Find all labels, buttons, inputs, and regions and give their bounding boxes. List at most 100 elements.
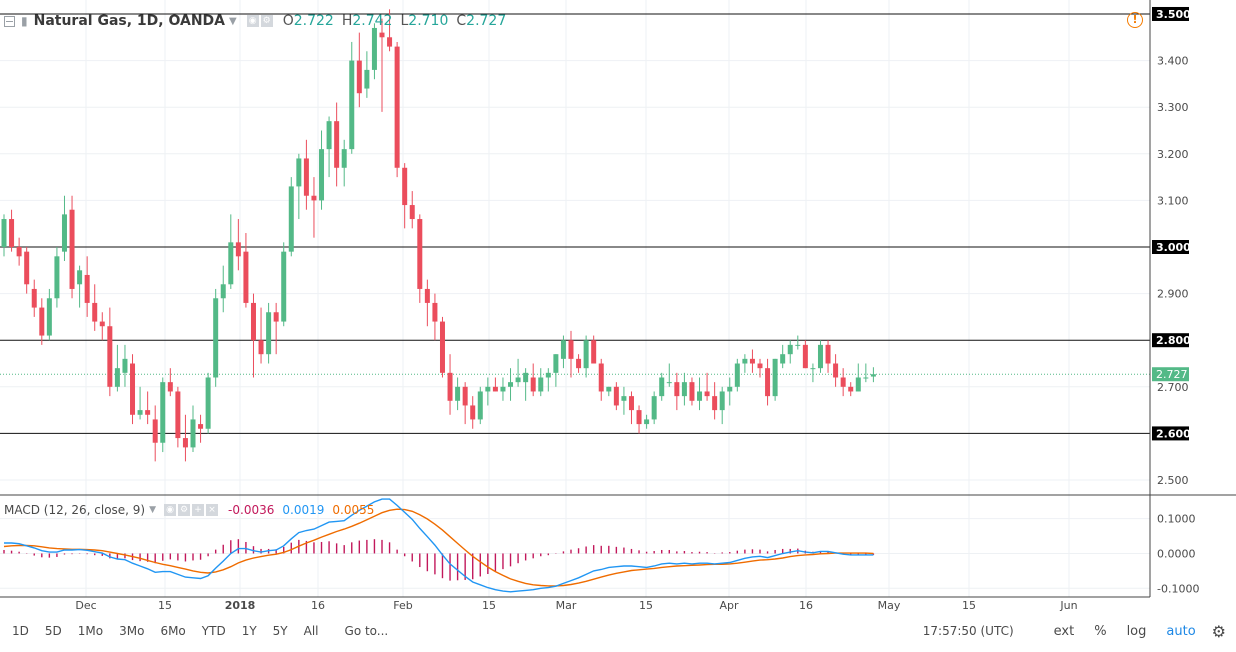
collapse-icon[interactable]	[4, 15, 15, 27]
candle-body	[523, 372, 529, 383]
candle	[825, 340, 831, 373]
candle	[77, 265, 83, 308]
ext-toggle[interactable]: ext	[1053, 623, 1075, 639]
candle	[432, 293, 438, 341]
candle	[545, 368, 551, 392]
timeframe-3mo[interactable]: 3Mo	[119, 624, 145, 638]
candle-body	[848, 386, 854, 392]
candle	[258, 307, 264, 364]
go-to-button[interactable]: Go to...	[344, 624, 389, 638]
candle	[681, 372, 687, 406]
timeframe-1mo[interactable]: 1Mo	[77, 624, 104, 638]
clock-display[interactable]: 17:57:50 (UTC)	[922, 624, 1014, 638]
candle-body	[258, 340, 264, 355]
candle-body	[432, 302, 438, 322]
eye-icon[interactable]: ◉	[246, 15, 259, 27]
candle	[167, 368, 173, 397]
auto-toggle[interactable]: auto	[1166, 623, 1196, 639]
chevron-down-icon[interactable]: ▼	[229, 15, 237, 27]
candle-body	[402, 167, 408, 206]
candle	[145, 391, 151, 425]
macd-tick-label: -0.1000	[1157, 582, 1199, 595]
candle	[644, 414, 650, 429]
candle	[613, 382, 619, 411]
candle-body	[371, 27, 377, 70]
candle	[538, 368, 544, 397]
candle-body	[621, 396, 627, 401]
candle-body	[54, 256, 60, 299]
candle-body	[765, 368, 771, 397]
percent-toggle[interactable]: %	[1094, 623, 1107, 639]
timeframe-5y[interactable]: 5Y	[272, 624, 288, 638]
candle-body	[326, 121, 332, 150]
candle	[46, 288, 52, 341]
candle-body	[598, 363, 604, 392]
candle	[870, 367, 876, 383]
drag-handle-icon[interactable]: ▮	[21, 14, 28, 28]
settings-icon[interactable]: ⚙	[260, 15, 273, 27]
candle-body	[122, 358, 128, 373]
candle-body	[628, 396, 634, 411]
signal-line	[3, 508, 874, 587]
timeframe-1y[interactable]: 1Y	[241, 624, 257, 638]
candle-body	[613, 386, 619, 406]
gear-icon[interactable]: ⚙	[1211, 621, 1226, 641]
candle	[515, 358, 521, 387]
candle	[424, 279, 430, 327]
level-price-label: 3.000	[1156, 241, 1191, 254]
log-toggle[interactable]: log	[1126, 623, 1147, 639]
timeframe-6mo[interactable]: 6Mo	[160, 624, 186, 638]
candle	[485, 377, 491, 406]
time-tick-label: May	[878, 599, 901, 612]
candle-body	[341, 149, 347, 168]
last-price-box	[1152, 367, 1189, 382]
time-tick-label: Apr	[719, 599, 739, 612]
candle-body	[455, 386, 461, 401]
candle	[356, 32, 362, 108]
candle-body	[319, 149, 325, 201]
candle-body	[606, 386, 612, 392]
time-tick-label: Feb	[393, 599, 412, 612]
candle	[659, 372, 665, 401]
candle-body	[538, 377, 544, 392]
settings-icon[interactable]: ⚙	[178, 504, 191, 516]
candle	[712, 382, 718, 420]
symbol-title[interactable]: Natural Gas, 1D, OANDA	[33, 13, 226, 29]
timeframe-all[interactable]: All	[303, 624, 319, 638]
timeframe-1d[interactable]: 1D	[12, 624, 29, 638]
candle	[99, 312, 105, 341]
candle-body	[24, 251, 30, 285]
level-price-box	[1152, 6, 1189, 21]
eye-icon[interactable]: ◉	[164, 504, 177, 516]
candle	[802, 340, 808, 369]
macd-line	[4, 498, 874, 593]
candle-body	[46, 298, 52, 336]
candle-body	[492, 386, 498, 392]
candle	[130, 354, 136, 425]
candle	[281, 242, 287, 327]
macd-header: MACD (12, 26, close, 9) ▼ ◉ ⚙ + × -0.003…	[4, 503, 374, 517]
alert-icon[interactable]: !	[1127, 12, 1143, 28]
candle	[54, 247, 60, 308]
candle-body	[84, 274, 90, 303]
close-icon[interactable]: ×	[206, 504, 219, 516]
candle	[500, 377, 506, 401]
macd-title[interactable]: MACD (12, 26, close, 9)	[4, 503, 146, 517]
candle-body	[545, 372, 551, 378]
price-tick-label: 3.400	[1157, 55, 1189, 68]
chevron-down-icon[interactable]: ▼	[149, 505, 157, 515]
toolbar-right: 17:57:50 (UTC) ext % log auto ⚙	[923, 622, 1236, 641]
candle-body	[833, 363, 839, 378]
candle-body	[9, 219, 15, 247]
plus-icon[interactable]: +	[192, 504, 205, 516]
candle	[817, 340, 823, 373]
candle	[228, 214, 234, 289]
candle	[787, 340, 793, 364]
candle-body	[644, 419, 650, 425]
candle-body	[704, 391, 710, 397]
timeframe-5d[interactable]: 5D	[44, 624, 62, 638]
candle	[455, 377, 461, 411]
timeframe-ytd[interactable]: YTD	[201, 624, 226, 638]
candle-body	[795, 344, 801, 346]
